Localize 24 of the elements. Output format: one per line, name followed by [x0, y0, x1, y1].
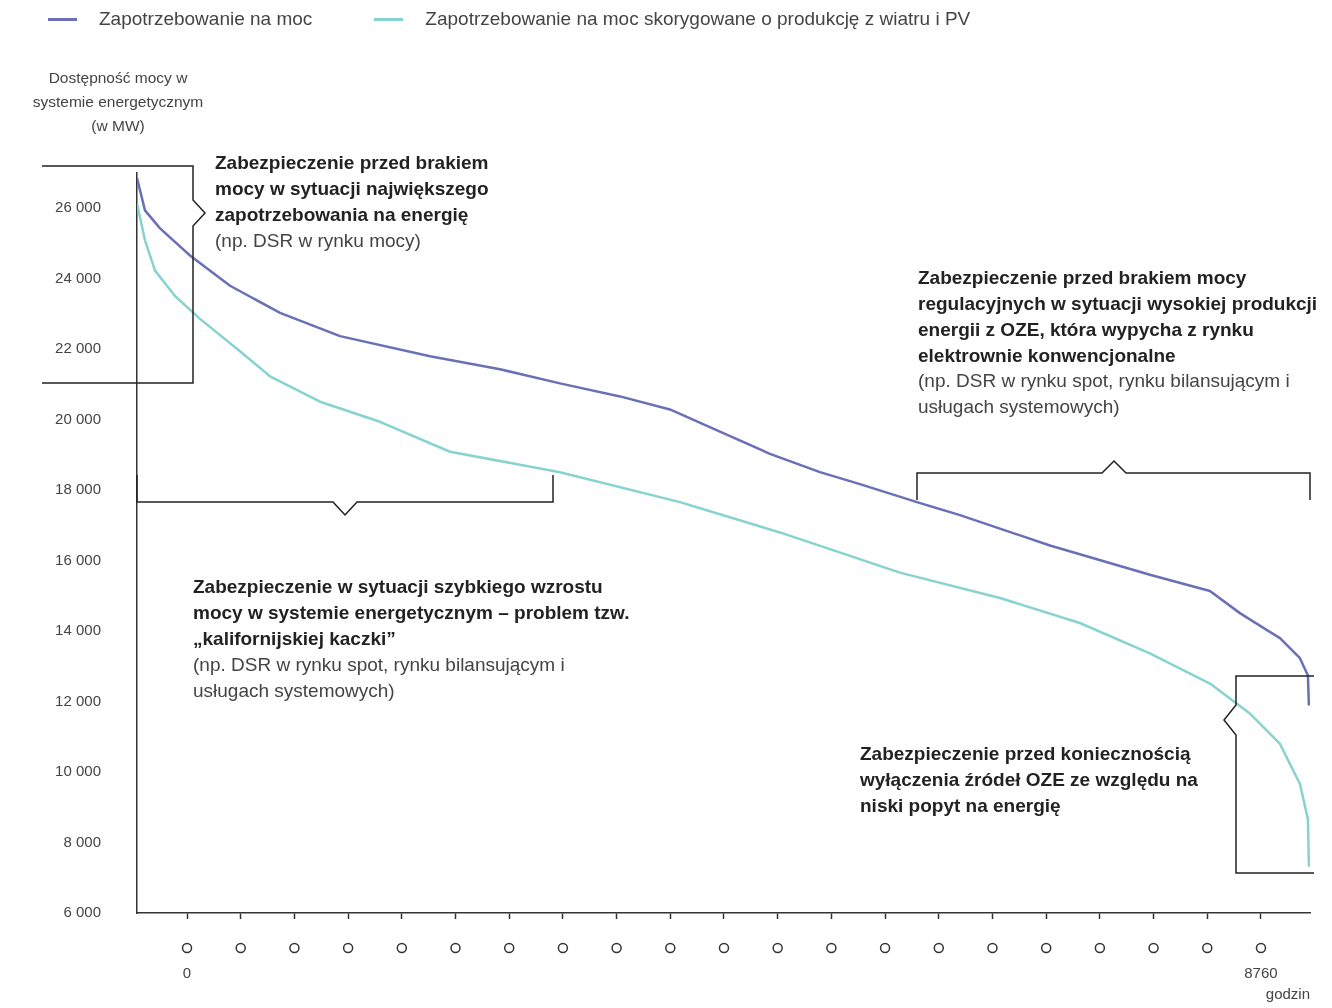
annotation: (np. DSR w rynku spot, rynku bilansującym i usługach systemowych): [193, 653, 566, 703]
annotation: Zabezpieczenie w sytuacji szybkiego wzrostu mocy w systemie energetycznym – problem tzw. „kalifornijskiej kaczki”: [193, 575, 631, 651]
x-tick-label: 8760: [1244, 964, 1278, 982]
annotation: Zabezpieczenie przed koniecznością wyłączenia źródeł OZE ze względu na niski popyt na energię: [860, 742, 1199, 818]
y-axis-title: Dostępność mocy w systemie energetycznym (w MW): [31, 68, 205, 136]
y-tick-label: 12 000: [55, 691, 101, 709]
annotation: (np. DSR w rynku spot, rynku bilansującym i usługach systemowych): [918, 369, 1291, 419]
y-tick-label: 16 000: [55, 550, 101, 568]
x-axis-title: godzin: [1265, 985, 1310, 1003]
legend-label: Zapotrzebowanie na moc: [99, 8, 313, 30]
y-tick-label: 6 000: [63, 903, 101, 921]
annotation: Zabezpieczenie przed brakiem mocy w sytuacji największego zapotrzebowania na energię: [215, 151, 490, 227]
y-tick-label: 10 000: [55, 762, 101, 780]
y-tick-label: 14 000: [55, 621, 101, 639]
y-tick-label: 18 000: [55, 480, 101, 498]
y-tick-label: 20 000: [55, 409, 101, 427]
x-tick-label: 0: [182, 964, 192, 982]
y-tick-label: 24 000: [55, 268, 101, 286]
y-tick-label: 22 000: [55, 339, 101, 357]
y-tick-label: 8 000: [63, 832, 101, 850]
y-tick-label: 26 000: [55, 198, 101, 216]
annotation: (np. DSR w rynku mocy): [215, 229, 422, 253]
legend-label: Zapotrzebowanie na moc skorygowane o produkcję z wiatru i PV: [425, 8, 971, 30]
annotation: Zabezpieczenie przed brakiem mocy regulacyjnych w sytuacji wysokiej produkcji energii z OZE, która wypycha z rynku elektrownie konwencjonalne: [918, 266, 1318, 368]
